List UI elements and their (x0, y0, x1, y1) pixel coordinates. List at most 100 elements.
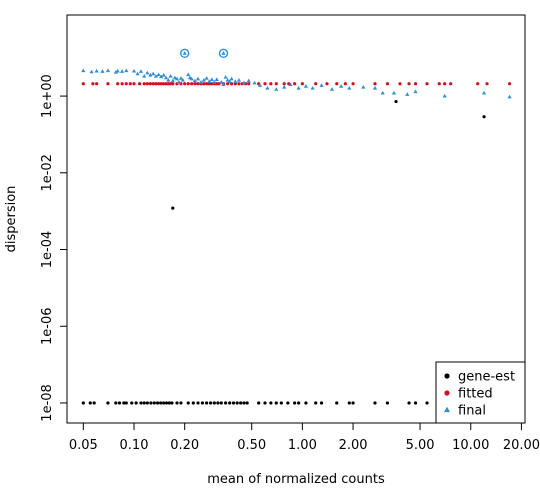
data-point-final (135, 71, 140, 76)
data-point-gene-est (219, 401, 223, 405)
data-point-final (163, 75, 169, 80)
data-point-final (221, 51, 226, 55)
data-point-fitted (164, 82, 168, 86)
data-point-gene-est (152, 401, 156, 405)
data-point-final (413, 89, 418, 94)
legend-label-fitted: fitted (458, 387, 493, 402)
data-point-final (241, 80, 247, 85)
data-point-gene-est (231, 401, 236, 405)
data-point-fitted (151, 82, 155, 86)
data-point-gene-est (191, 401, 195, 405)
data-point-gene-est (130, 401, 134, 405)
data-point-fitted (196, 82, 200, 86)
data-point-final (174, 76, 180, 81)
data-point-final (252, 80, 257, 85)
series-final (81, 51, 512, 99)
data-point-final (168, 73, 173, 78)
data-point-fitted (128, 82, 132, 86)
data-point-final (319, 83, 324, 87)
data-point-gene-est (351, 401, 355, 405)
data-point-gene-est (239, 401, 243, 405)
data-point-gene-est (205, 401, 209, 405)
x-tick-label: 5.00 (406, 438, 435, 453)
data-point-gene-est (134, 401, 138, 405)
data-point-gene-est (122, 401, 126, 405)
y-tick-label: 1e+00 (40, 74, 55, 118)
data-point-gene-est (175, 401, 179, 405)
data-point-final (105, 68, 111, 73)
legend: gene-est fitted final (435, 361, 526, 424)
data-point-fitted (293, 82, 297, 86)
data-point-gene-est (186, 401, 190, 405)
data-point-gene-est (179, 401, 183, 405)
data-point-fitted (95, 82, 99, 86)
data-point-final (265, 86, 270, 90)
data-point-final (236, 77, 242, 82)
data-point-final (192, 78, 197, 83)
data-point-fitted (314, 82, 318, 86)
data-point-fitted (269, 82, 273, 86)
outlier-ring (218, 48, 229, 59)
data-point-gene-est (385, 401, 390, 405)
x-tick-label: 0.20 (170, 438, 199, 453)
data-point-gene-est (242, 401, 246, 405)
data-point-gene-est (164, 401, 169, 405)
data-point-gene-est (304, 401, 308, 405)
data-point-fitted (157, 82, 161, 86)
data-point-gene-est (413, 401, 418, 405)
y-tick-label: 1e-06 (40, 307, 55, 345)
data-point-gene-est (224, 401, 228, 405)
series-gene-est (81, 99, 486, 405)
data-point-gene-est (162, 401, 166, 405)
data-point-fitted (148, 82, 152, 86)
data-point-gene-est (228, 401, 232, 405)
data-point-final (391, 90, 397, 95)
data-point-final (172, 75, 178, 80)
data-point-fitted (183, 82, 187, 86)
data-point-fitted (407, 82, 411, 86)
data-point-fitted (91, 82, 95, 86)
data-point-gene-est (274, 401, 278, 405)
data-point-final (246, 78, 251, 83)
x-tick-label: 0.10 (120, 438, 149, 453)
data-point-final (339, 84, 344, 88)
data-point-fitted (274, 82, 278, 86)
data-point-gene-est (297, 401, 301, 405)
data-point-final (207, 79, 212, 83)
legend-marker-final (443, 406, 451, 413)
data-point-final (178, 76, 184, 80)
data-point-gene-est (347, 401, 351, 405)
data-point-final (229, 76, 234, 81)
data-point-final (221, 82, 226, 86)
data-point-final (204, 76, 209, 80)
data-point-fitted (159, 82, 163, 86)
x-tick-label: 0.05 (69, 438, 98, 453)
data-point-final (89, 69, 94, 74)
data-point-final (170, 78, 175, 83)
data-point-final (124, 68, 129, 73)
data-point-final (201, 77, 206, 82)
data-point-gene-est (117, 401, 122, 405)
data-point-fitted (437, 82, 441, 86)
data-point-final (212, 80, 217, 84)
data-point-gene-est (208, 401, 213, 405)
data-point-gene-est (124, 401, 128, 405)
data-point-fitted (247, 82, 251, 86)
x-axis-label: mean of normalized counts (207, 472, 385, 487)
data-point-gene-est (92, 401, 96, 405)
data-point-fitted (186, 82, 190, 86)
data-point-final (372, 86, 378, 90)
data-point-fitted (171, 82, 175, 86)
data-point-final (115, 68, 120, 73)
data-point-fitted (263, 82, 267, 86)
data-point-fitted (116, 82, 120, 86)
data-point-fitted (373, 82, 377, 86)
data-point-fitted (398, 82, 402, 86)
data-point-gene-est (212, 401, 216, 405)
data-point-gene-est (319, 401, 324, 405)
data-point-final (347, 86, 352, 90)
data-point-gene-est (263, 401, 267, 405)
data-point-gene-est (293, 401, 297, 405)
data-point-final (142, 73, 147, 78)
